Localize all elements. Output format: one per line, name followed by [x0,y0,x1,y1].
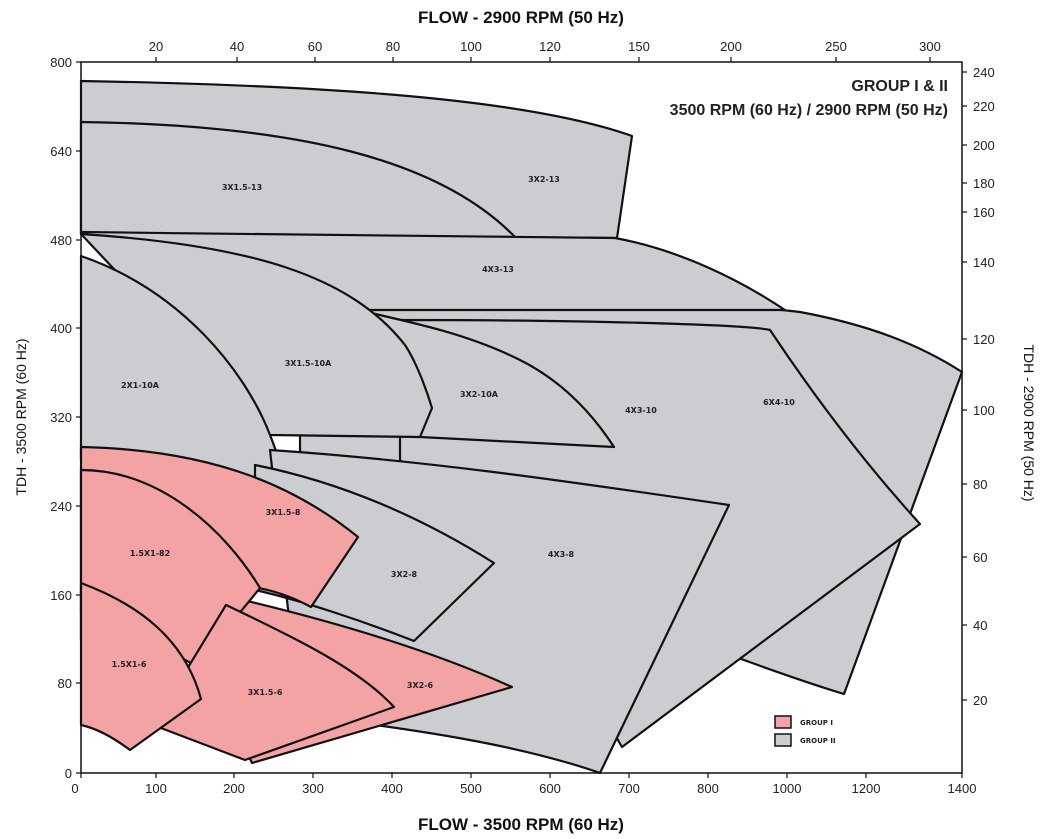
x-axis-bottom-title: FLOW - 3500 RPM (60 Hz) [418,815,624,834]
x-top-tick-label: 150 [628,39,650,54]
label-3x1-5-13: 3X1.5-13 [222,183,262,192]
y-right-tick-label: 100 [973,403,995,418]
x-top-tick-label: 80 [386,39,400,54]
x-top-tick-label: 60 [308,39,322,54]
y-left-tick-label: 80 [58,676,72,691]
legend: GROUP I GROUP II [774,715,836,747]
label-2x1-10a: 2X1-10A [121,381,160,390]
label-3x1-5-8: 3X1.5-8 [266,508,301,517]
y-right-tick-label: 80 [973,477,987,492]
y-right-tick-label: 160 [973,205,995,220]
y-left-tick-label: 320 [50,410,72,425]
x-bottom-tick-label: 500 [460,781,482,796]
x-bottom-tick-label: 1400 [948,781,977,796]
region-3x1-5-10a [79,232,434,439]
x-top-tick-label: 300 [919,39,941,54]
x-top-tick-label: 200 [720,39,742,54]
chart-title-line-1: GROUP I & II [851,78,948,95]
region-3x1-5-6 [151,603,396,762]
label-4x3-8: 4X3-8 [548,550,575,559]
y-right-tick-label: 20 [973,693,987,708]
x-top-tick-label: 120 [539,39,561,54]
x-top-tick-label: 100 [460,39,482,54]
group-1-regions [79,445,514,765]
label-3x1-5-10a: 3X1.5-10A [285,359,332,368]
label-1-5x1-82: 1.5X1-82 [130,549,170,558]
y-right-tick-label: 120 [973,332,995,347]
x-bottom-tick-label: 300 [302,781,324,796]
x-bottom-tick-label: 800 [697,781,719,796]
x-axis-top-title: FLOW - 2900 RPM (50 Hz) [418,8,624,27]
y-left-tick-label: 640 [50,144,72,159]
y-right-tick-label: 60 [973,550,987,565]
label-3x2-8: 3X2-8 [391,570,418,579]
y-right-tick-label: 240 [973,65,995,80]
y-right-tick-label: 140 [973,255,995,270]
label-4x3-10: 4X3-10 [625,406,657,415]
x-bottom-tick-label: 100 [145,781,167,796]
legend-label-group-1: GROUP I [800,719,833,727]
chart-title-line-2: 3500 RPM (60 Hz) / 2900 RPM (50 Hz) [670,102,948,119]
x-bottom-tick-label: 600 [539,781,561,796]
x-bottom-tick-label: 200 [223,781,245,796]
y-right-tick-label: 220 [973,99,995,114]
legend-swatch-group-1 [774,715,792,729]
x-axis-bottom-ticks: 0 100 200 300 400 500 600 700 800 1000 1200 1400 [71,773,976,796]
y-right-tick-label: 200 [973,138,995,153]
label-4x3-13: 4X3-13 [482,265,514,274]
x-bottom-tick-label: 0 [71,781,78,796]
y-left-tick-label: 160 [50,588,72,603]
label-6x4-10: 6X4-10 [763,398,795,407]
y-axis-left-ticks: 0 80 160 240 320 400 480 640 800 [50,55,81,781]
label-1-5x1-6: 1.5X1-6 [112,660,147,669]
x-bottom-tick-label: 1000 [773,781,802,796]
y-left-tick-label: 800 [50,55,72,70]
label-3x1-5-6: 3X1.5-6 [248,688,283,697]
x-bottom-tick-label: 700 [618,781,640,796]
y-left-tick-label: 400 [50,321,72,336]
x-bottom-tick-label: 1200 [852,781,881,796]
x-axis-top-ticks: 20 40 60 80 100 120 150 200 250 300 [149,39,941,62]
label-3x2-6: 3X2-6 [407,681,434,690]
label-3x2-10a: 3X2-10A [460,390,499,399]
y-axis-right-ticks: 20 40 60 80 100 120 140 160 180 200 220 240 [962,65,995,708]
region-1-5x1-6 [79,581,203,752]
legend-swatch-group-2 [774,733,792,747]
y-axis-left-title: TDH - 3500 RPM (60 Hz) [13,338,29,495]
x-top-tick-label: 250 [825,39,847,54]
y-left-tick-label: 480 [50,233,72,248]
x-top-tick-label: 20 [149,39,163,54]
y-right-tick-label: 180 [973,176,995,191]
region-labels: 3X1.5-13 3X2-13 4X3-13 2X1-10A 3X1.5-10A… [112,175,796,697]
y-axis-right-title: TDH - 2900 RPM (50 Hz) [1021,344,1037,501]
y-left-tick-label: 0 [65,766,72,781]
label-3x2-13: 3X2-13 [528,175,560,184]
legend-label-group-2: GROUP II [800,737,836,745]
y-right-tick-label: 40 [973,618,987,633]
y-left-tick-label: 240 [50,499,72,514]
x-top-tick-label: 40 [230,39,244,54]
x-bottom-tick-label: 400 [381,781,403,796]
